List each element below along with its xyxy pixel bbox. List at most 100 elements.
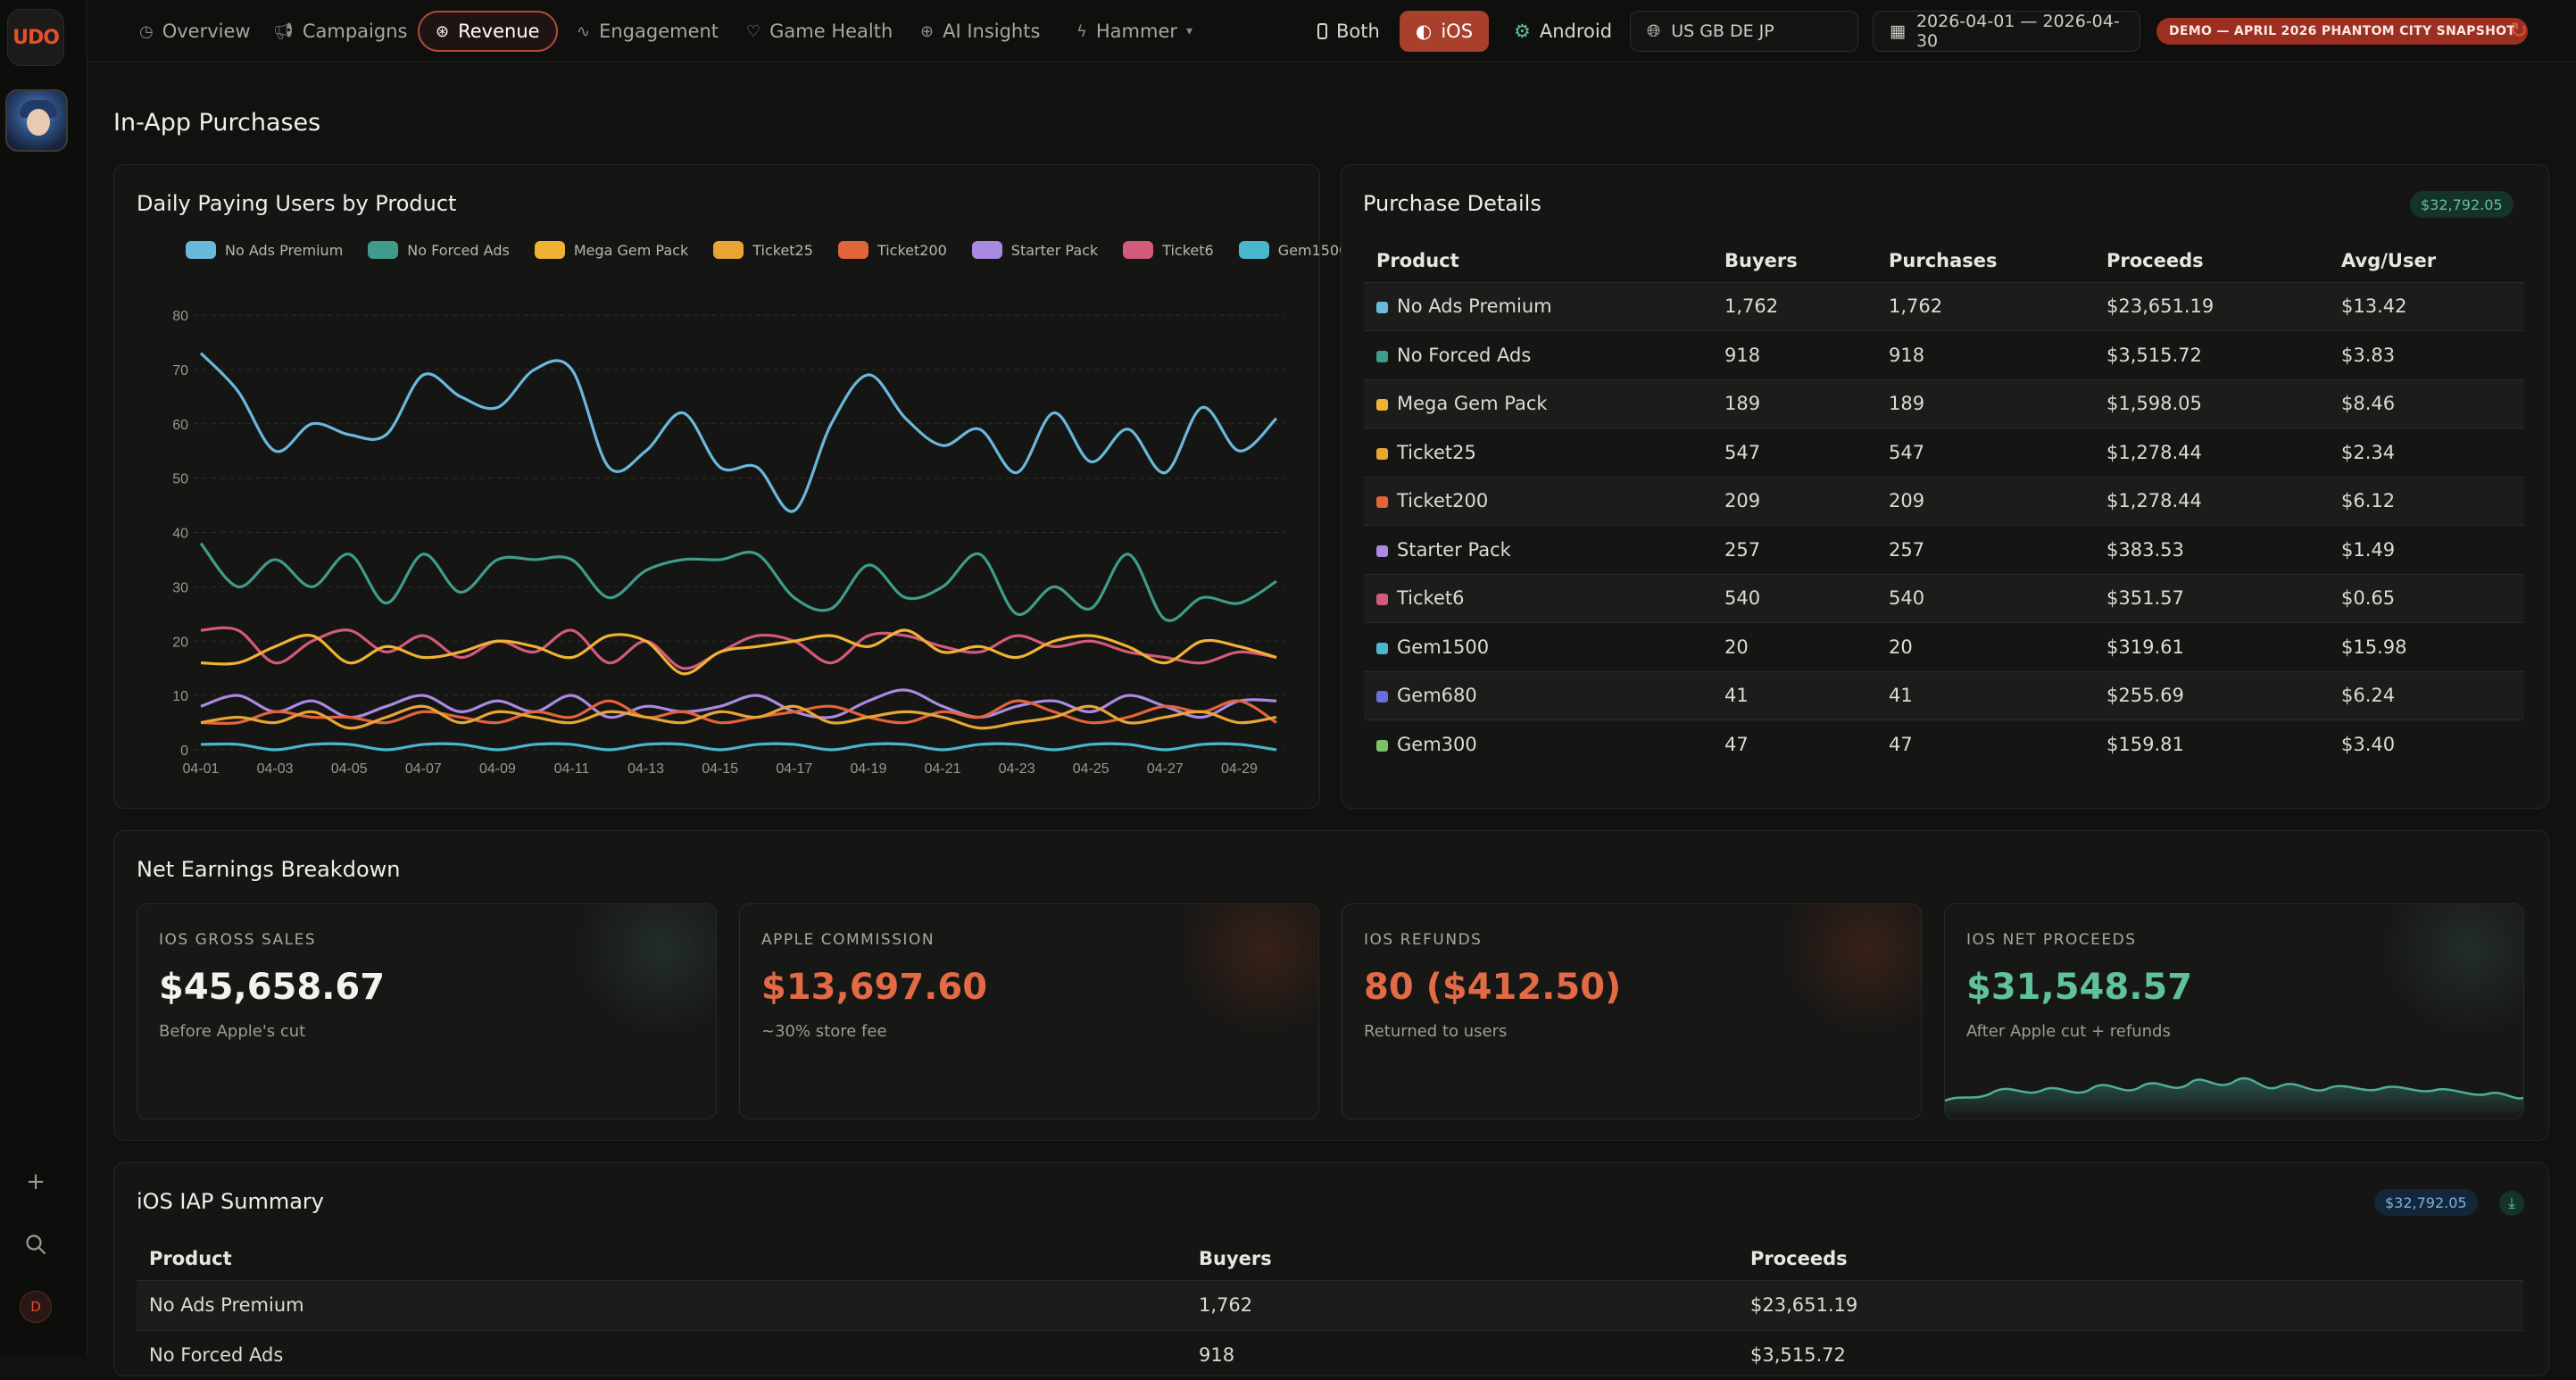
buyers-cell: 47: [1712, 719, 1876, 769]
legend-item[interactable]: No Forced Ads: [368, 241, 510, 259]
table-row[interactable]: Mega Gem Pack 189 189 $1,598.05 $8.46: [1364, 378, 2524, 428]
column-header[interactable]: Buyers: [1724, 249, 1798, 271]
nav-campaigns[interactable]: 📢︎ Campaigns: [257, 11, 423, 52]
legend-label: No Ads Premium: [225, 241, 344, 259]
legend-item[interactable]: Gem1500: [1238, 241, 1348, 259]
purchases-cell: 918: [1876, 330, 2094, 379]
product-cell: Ticket200: [1364, 476, 1712, 526]
table-row[interactable]: No Ads Premium 1,762 1,762 $23,651.19 $13.42: [1364, 281, 2524, 331]
x-tick-label: 04-11: [554, 761, 590, 777]
table-row[interactable]: Ticket6 540 540 $351.57 $0.65: [1364, 573, 2524, 623]
legend-item[interactable]: Ticket25: [713, 241, 813, 259]
download-icon[interactable]: ⤓: [2499, 1191, 2524, 1216]
x-tick-label: 04-21: [925, 761, 961, 777]
product-name: Gem680: [1397, 685, 1477, 707]
country-filter[interactable]: 🌐︎ US GB DE JP: [1630, 11, 1858, 52]
column-header[interactable]: Proceeds: [2107, 249, 2204, 271]
table-row[interactable]: Gem1500 20 20 $319.61 $15.98: [1364, 622, 2524, 671]
column-header[interactable]: Product: [1376, 249, 1459, 271]
nav-label: Campaigns: [302, 21, 408, 42]
product-cell: No Forced Ads: [1364, 330, 1712, 379]
buyers-cell: 918: [1712, 330, 1876, 379]
platform-ios-button[interactable]: ◐ iOS: [1400, 11, 1490, 52]
x-tick-label: 04-05: [331, 761, 368, 777]
game-avatar[interactable]: [5, 89, 68, 152]
column-header[interactable]: Avg/User: [2341, 249, 2437, 271]
table-row[interactable]: Ticket25 547 547 $1,278.44 $2.34: [1364, 428, 2524, 477]
buyers-cell: 209: [1712, 476, 1876, 526]
nav-hammer[interactable]: ϟ Hammer ▾: [1060, 11, 1209, 52]
table-row[interactable]: No Forced Ads 918 918 $3,515.72 $3.83: [1364, 330, 2524, 379]
column-header[interactable]: Purchases: [1889, 249, 1998, 271]
purchase-details-title: Purchase Details: [1363, 191, 1541, 216]
table-row[interactable]: No Ads Premium 1,762 $23,651.19: [137, 1279, 2523, 1330]
buyers-cell: 189: [1712, 378, 1876, 428]
legend-item[interactable]: No Ads Premium: [186, 241, 343, 259]
nav-engagement[interactable]: ∿ Engagement: [561, 11, 735, 52]
proceeds-cell: $3,515.72: [2094, 330, 2329, 379]
table-row[interactable]: Gem680 41 41 $255.69 $6.24: [1364, 670, 2524, 720]
nav-ai-insights[interactable]: ⊕ AI Insights: [904, 11, 1056, 52]
android-icon: ⚙︎: [1514, 21, 1531, 42]
nav-overview[interactable]: ◷ Overview: [123, 11, 267, 52]
x-tick-label: 04-15: [702, 761, 738, 777]
legend-label: Starter Pack: [1010, 241, 1099, 259]
avg-user-cell: $15.98: [2329, 622, 2524, 671]
legend-item[interactable]: Starter Pack: [971, 241, 1099, 259]
stat-subtext: Before Apple's cut: [159, 1022, 306, 1041]
product-color-swatch: [1376, 447, 1388, 460]
buyers-cell: 540: [1712, 573, 1876, 623]
platform-android-button[interactable]: ⚙︎ Android: [1498, 11, 1628, 52]
heart-icon: ♡: [746, 21, 761, 41]
table-row[interactable]: Gem300 47 47 $159.81 $3.40: [1364, 719, 2524, 769]
nav-game-health[interactable]: ♡ Game Health: [730, 11, 909, 52]
series-line: [200, 699, 1277, 726]
legend-label: Ticket6: [1162, 241, 1214, 259]
proceeds-cell: $1,598.05: [2094, 378, 2329, 428]
purchases-cell: 540: [1876, 573, 2094, 623]
product-color-swatch: [1376, 302, 1388, 314]
add-icon[interactable]: +: [26, 1168, 46, 1195]
stat-glow: [1778, 904, 1921, 1038]
x-tick-label: 04-27: [1147, 761, 1184, 777]
date-range-picker[interactable]: ▦ 2026-04-01 — 2026-04-30: [1873, 11, 2140, 52]
platform-both-button[interactable]: Both: [1301, 11, 1396, 52]
product-color-swatch: [1376, 691, 1388, 703]
x-tick-label: 04-03: [257, 761, 294, 777]
avg-user-cell: $8.46: [2329, 378, 2524, 428]
product-color-swatch: [1376, 399, 1388, 412]
table-row[interactable]: Ticket200 209 209 $1,278.44 $6.12: [1364, 476, 2524, 526]
legend-item[interactable]: Ticket200: [837, 241, 947, 259]
app-logo[interactable]: UDO: [7, 9, 64, 66]
y-tick-label: 60: [172, 418, 188, 433]
y-tick-label: 30: [172, 580, 188, 595]
column-header[interactable]: Product: [149, 1247, 232, 1269]
purchases-cell: 257: [1876, 525, 2094, 574]
buyers-cell: 918: [1186, 1329, 1738, 1380]
x-tick-label: 04-01: [183, 761, 220, 777]
legend-item[interactable]: Mega Gem Pack: [534, 241, 688, 259]
refresh-icon[interactable]: ↻: [2510, 18, 2529, 43]
legend-item[interactable]: Ticket6: [1123, 241, 1214, 259]
column-header[interactable]: Buyers: [1199, 1247, 1272, 1269]
avg-user-cell: $6.24: [2329, 670, 2524, 720]
stat-gross-sales: IOS GROSS SALES $45,658.67 Before Apple'…: [137, 903, 717, 1119]
product-name: No Forced Ads: [1397, 344, 1532, 366]
user-avatar[interactable]: D: [20, 1291, 52, 1323]
avg-user-cell: $6.12: [2329, 476, 2524, 526]
product-name: Gem1500: [1397, 636, 1490, 658]
stat-glow: [2381, 904, 2523, 1038]
column-header[interactable]: Proceeds: [1750, 1247, 1848, 1269]
proceeds-cell: $1,278.44: [2094, 476, 2329, 526]
product-color-swatch: [1376, 350, 1388, 362]
series-line: [200, 628, 1277, 676]
table-row[interactable]: No Forced Ads 918 $3,515.72: [137, 1329, 2523, 1380]
x-tick-label: 04-29: [1221, 761, 1258, 777]
product-cell: Gem300: [1364, 719, 1712, 769]
net-proceeds-sparkline: [1945, 1077, 2523, 1118]
table-row[interactable]: Starter Pack 257 257 $383.53 $1.49: [1364, 525, 2524, 574]
nav-revenue[interactable]: ⊛ Revenue: [418, 11, 558, 52]
phone-icon: [1317, 23, 1327, 39]
search-icon[interactable]: [18, 1226, 54, 1262]
x-tick-label: 04-07: [405, 761, 442, 777]
